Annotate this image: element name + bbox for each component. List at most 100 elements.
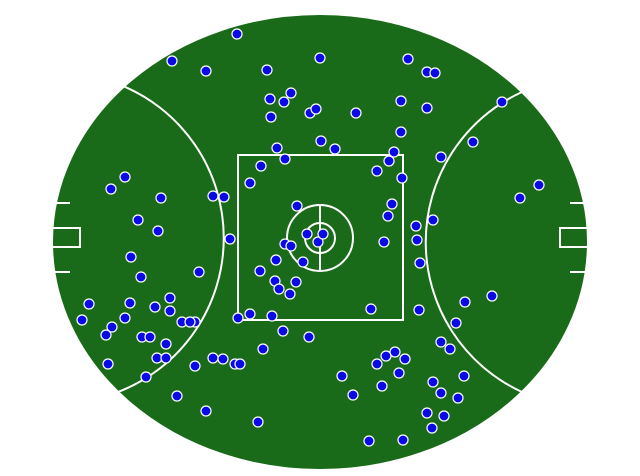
point	[315, 135, 327, 147]
point	[160, 338, 172, 350]
point	[389, 346, 401, 358]
point	[171, 390, 183, 402]
point	[435, 336, 447, 348]
point	[217, 353, 229, 365]
point	[271, 142, 283, 154]
point	[164, 305, 176, 317]
point	[533, 179, 545, 191]
point	[427, 214, 439, 226]
point	[285, 240, 297, 252]
point	[119, 171, 131, 183]
point	[193, 266, 205, 278]
point	[106, 321, 118, 333]
point	[382, 210, 394, 222]
point	[350, 107, 362, 119]
point	[414, 257, 426, 269]
point	[314, 52, 326, 64]
point	[273, 283, 285, 295]
point	[496, 96, 508, 108]
point	[232, 312, 244, 324]
point	[160, 352, 172, 364]
point	[297, 256, 309, 268]
point	[83, 298, 95, 310]
point	[396, 172, 408, 184]
point	[383, 155, 395, 167]
point	[444, 343, 456, 355]
point	[450, 317, 462, 329]
point	[164, 292, 176, 304]
point	[102, 358, 114, 370]
point	[184, 316, 196, 328]
point	[265, 111, 277, 123]
point	[144, 331, 156, 343]
point	[149, 301, 161, 313]
point	[317, 228, 329, 240]
point	[234, 358, 246, 370]
point	[244, 308, 256, 320]
point	[363, 435, 375, 447]
point	[207, 190, 219, 202]
point	[435, 387, 447, 399]
point	[397, 434, 409, 446]
point	[264, 93, 276, 105]
point	[224, 233, 236, 245]
point	[380, 350, 392, 362]
point	[411, 234, 423, 246]
point	[257, 343, 269, 355]
point	[76, 314, 88, 326]
point	[421, 407, 433, 419]
point	[135, 271, 147, 283]
point	[125, 251, 137, 263]
point	[458, 370, 470, 382]
points	[76, 28, 545, 447]
point	[486, 290, 498, 302]
point	[218, 191, 230, 203]
point	[310, 103, 322, 115]
point	[399, 353, 411, 365]
point	[270, 254, 282, 266]
point	[290, 276, 302, 288]
point	[393, 367, 405, 379]
point	[166, 55, 178, 67]
point	[459, 296, 471, 308]
point	[277, 325, 289, 337]
point	[132, 214, 144, 226]
point	[152, 225, 164, 237]
point	[312, 236, 324, 248]
point	[329, 143, 341, 155]
point	[378, 236, 390, 248]
point	[285, 87, 297, 99]
point	[207, 352, 219, 364]
point	[395, 95, 407, 107]
point	[140, 371, 152, 383]
point	[376, 380, 388, 392]
point	[371, 165, 383, 177]
point	[413, 304, 425, 316]
point	[244, 177, 256, 189]
point	[119, 312, 131, 324]
point	[231, 28, 243, 40]
point	[438, 410, 450, 422]
point	[336, 370, 348, 382]
point	[371, 358, 383, 370]
point	[254, 265, 266, 277]
point	[124, 297, 136, 309]
point	[388, 146, 400, 158]
point	[410, 220, 422, 232]
point	[291, 200, 303, 212]
point	[252, 416, 264, 428]
point	[365, 303, 377, 315]
point	[452, 392, 464, 404]
point	[261, 64, 273, 76]
point	[301, 228, 313, 240]
point	[105, 183, 117, 195]
point	[514, 192, 526, 204]
point	[426, 422, 438, 434]
point	[155, 192, 167, 204]
point	[386, 198, 398, 210]
point	[278, 96, 290, 108]
point	[279, 153, 291, 165]
point	[255, 160, 267, 172]
